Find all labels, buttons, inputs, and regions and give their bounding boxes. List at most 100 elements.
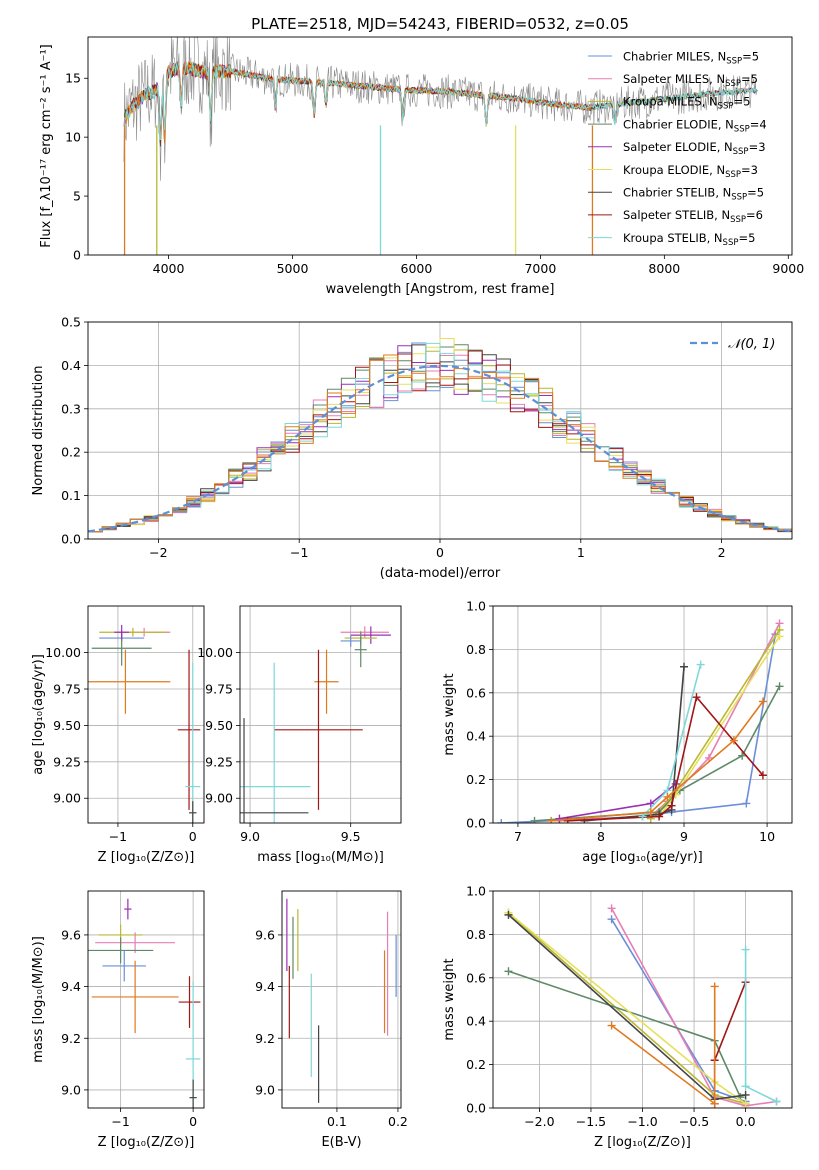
weight-marker-orange xyxy=(710,982,719,991)
weight-line-cm xyxy=(501,634,777,823)
weight-marker-cm xyxy=(497,819,506,823)
y-axis-label: mass weight xyxy=(442,958,457,1040)
plot-area xyxy=(240,626,391,823)
weight-marker-ss xyxy=(758,771,767,780)
y-tick-label: 9.0 xyxy=(255,1082,275,1097)
spectrum-model-ks xyxy=(124,61,758,141)
weight-marker-ks xyxy=(741,945,750,954)
weight-marker-orange xyxy=(729,736,738,745)
grid-lines xyxy=(493,890,792,1109)
y-tick-label: 9.0 xyxy=(61,1082,81,1097)
y-tick-label: 9.2 xyxy=(255,1031,275,1046)
y-tick-label: 15 xyxy=(65,71,81,86)
x-tick-label: −2.0 xyxy=(524,1114,554,1129)
plot-area xyxy=(88,898,201,1108)
y-tick-label: 9.50 xyxy=(53,718,81,733)
y-tick-label: 0.2 xyxy=(466,772,486,787)
y-tick-label: 9.75 xyxy=(205,682,233,697)
weight-marker-ks xyxy=(741,1082,750,1091)
chart-weight_vs_z: −2.0 −1.5 −1.0 −0.5 0.0 0.0 0.2 0.4 0.6 0.8 1.0 Z [… xyxy=(442,884,793,1150)
y-tick-label: 9.4 xyxy=(255,979,275,994)
x-tick-label: 1 xyxy=(577,545,585,560)
x-tick-label: 5000 xyxy=(277,261,309,276)
legend-label-km: Kroupa MILES, NSSP=5 xyxy=(623,95,750,112)
weight-marker-ks xyxy=(772,1097,781,1106)
y-tick-label: 9.75 xyxy=(53,682,81,697)
legend-label-sm: Salpeter MILES, NSSP=5 xyxy=(623,72,758,89)
axes-frame xyxy=(87,890,205,1109)
weight-marker-orange xyxy=(663,792,672,801)
y-tick-label: 0.2 xyxy=(466,1057,486,1072)
weight-marker-cs xyxy=(504,910,513,919)
legend-text: Salpeter STELIB, N xyxy=(623,208,730,222)
legend-label-ke: Kroupa ELODIE, NSSP=3 xyxy=(623,163,758,180)
legend-subscript: SSP xyxy=(723,238,739,248)
y-tick-label: 9.4 xyxy=(61,979,81,994)
legend-text: Salpeter ELODIE, N xyxy=(623,140,733,154)
weight-marker-cm xyxy=(742,799,751,808)
chart-age_vs_mass: 9.0 9.5 9.00 9.25 9.50 9.75 10.00 mass [log₁₀(M… xyxy=(197,605,402,865)
legend-nssp: =5 xyxy=(741,72,758,86)
y-tick-label: 0.0 xyxy=(61,532,81,547)
legend-text: Kroupa ELODIE, N xyxy=(623,163,725,177)
weight-marker-orange xyxy=(710,1099,719,1108)
legend-label-cs: Chabrier STELIB, NSSP=5 xyxy=(623,186,764,203)
weight-marker-cs xyxy=(741,1090,750,1099)
y-tick-label: 9.6 xyxy=(61,927,81,942)
x-tick-label: 6000 xyxy=(401,261,433,276)
spectrum-data-line xyxy=(123,37,758,181)
axes-frame xyxy=(492,605,793,824)
y-tick-label: 0 xyxy=(73,248,81,263)
plot-area xyxy=(88,338,792,533)
plot-area xyxy=(286,898,397,1103)
weight-marker-ke xyxy=(741,1099,750,1108)
legend-label-ks: Kroupa STELIB, NSSP=5 xyxy=(623,231,755,248)
y-tick-label: 0.4 xyxy=(61,358,81,373)
chart-residuals: −2 −1 0 1 2 0.0 0.1 0.2 0.3 0.4 0.5 (data-model)/er… xyxy=(31,315,793,581)
y-tick-label: 9.50 xyxy=(205,718,233,733)
y-tick-label: 0.0 xyxy=(466,816,486,831)
y-tick-label: 0.2 xyxy=(61,445,81,460)
y-tick-label: 9.6 xyxy=(255,927,275,942)
legend-text: Chabrier ELODIE, N xyxy=(623,117,734,131)
legend-nssp: =5 xyxy=(747,186,764,200)
axes-frame xyxy=(492,890,793,1109)
y-tick-label: 0.4 xyxy=(466,729,486,744)
x-tick-label: 0.1 xyxy=(327,1114,347,1129)
legend-nssp: =5 xyxy=(742,49,759,63)
legend-nssp: =3 xyxy=(741,163,758,177)
weight-marker-ss xyxy=(563,816,572,823)
chart-spectrum: 4000 5000 6000 7000 8000 9000 0 5 10 15 wavelength… xyxy=(39,36,804,297)
x-tick-label: −0.5 xyxy=(679,1114,709,1129)
y-axis-label: mass weight xyxy=(442,673,457,755)
axes-frame xyxy=(87,321,793,540)
x-tick-label: −2 xyxy=(149,545,167,560)
x-tick-label: 0 xyxy=(189,829,197,844)
legend-subscript: SSP xyxy=(730,215,746,225)
legend-text: Salpeter MILES, N xyxy=(623,72,725,86)
legend-text: Chabrier STELIB, N xyxy=(623,186,731,200)
y-tick-label: 0.0 xyxy=(466,1101,486,1116)
x-tick-label: −1 xyxy=(290,545,308,560)
y-tick-label: 0.8 xyxy=(466,642,486,657)
weight-marker-se xyxy=(555,814,564,823)
chart-age_vs_z: −1 0 9.00 9.25 9.50 9.75 10.00 Z [log₁₀(Z/Z⊙)] a… xyxy=(31,605,205,865)
legend-label-se: Salpeter ELODIE, NSSP=3 xyxy=(623,140,766,157)
grid-lines xyxy=(88,891,204,1108)
y-tick-label: 10 xyxy=(65,130,81,145)
x-tick-label: 0 xyxy=(436,545,444,560)
x-tick-label: 9000 xyxy=(772,261,804,276)
legend-nssp: =5 xyxy=(733,95,750,109)
weight-line-ks xyxy=(744,949,777,1103)
y-tick-label: 1.0 xyxy=(466,884,486,899)
weight-line-ke xyxy=(507,912,747,1105)
y-tick-label: 9.25 xyxy=(53,754,81,769)
axes-frame xyxy=(87,605,205,824)
legend-subscript: SSP xyxy=(731,193,747,203)
legend-label-gaussian: 𝒩(0, 1) xyxy=(728,337,775,352)
weight-marker-orange xyxy=(646,808,655,817)
x-tick-label: 0 xyxy=(189,1114,197,1129)
x-tick-label: 10 xyxy=(759,829,775,844)
x-tick-label: 2 xyxy=(718,545,726,560)
